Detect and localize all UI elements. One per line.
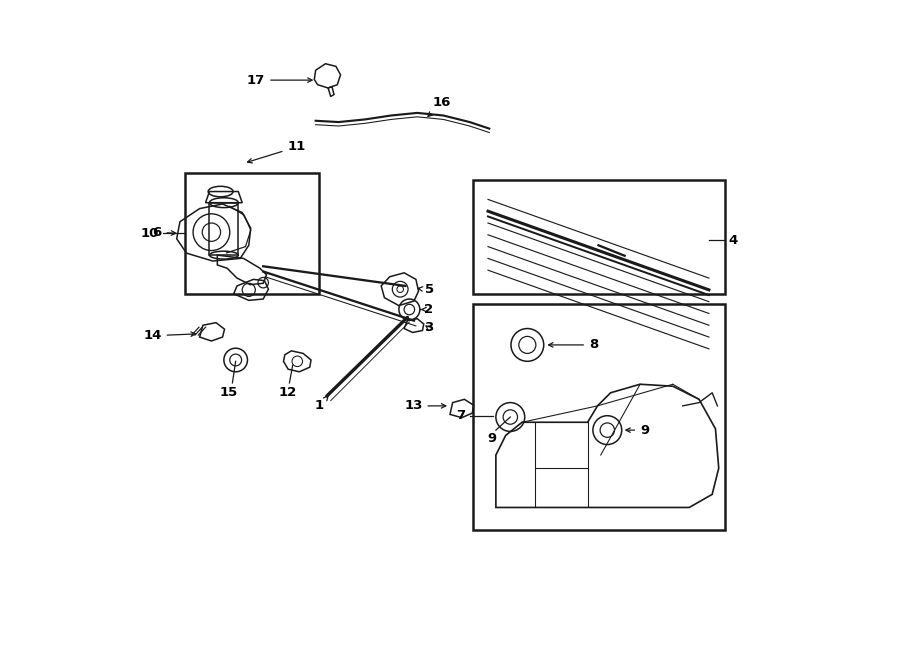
Bar bbox=[472, 180, 725, 294]
Text: 5: 5 bbox=[418, 284, 434, 296]
Text: 14: 14 bbox=[143, 329, 195, 342]
Bar bbox=[472, 304, 725, 530]
Text: 9: 9 bbox=[626, 424, 649, 437]
Text: 15: 15 bbox=[220, 386, 238, 399]
Text: 13: 13 bbox=[404, 399, 446, 412]
Text: 11: 11 bbox=[248, 141, 306, 163]
Text: 12: 12 bbox=[278, 386, 297, 399]
Text: 2: 2 bbox=[421, 303, 433, 316]
Text: 1: 1 bbox=[315, 395, 328, 412]
Text: 3: 3 bbox=[424, 321, 433, 334]
Text: 17: 17 bbox=[247, 73, 312, 87]
Text: 7: 7 bbox=[456, 409, 465, 422]
Text: 9: 9 bbox=[488, 432, 497, 445]
Text: 10: 10 bbox=[140, 227, 159, 240]
Bar bbox=[184, 173, 319, 294]
Text: 16: 16 bbox=[428, 96, 451, 116]
Text: 6: 6 bbox=[152, 225, 176, 239]
Text: 4: 4 bbox=[729, 233, 738, 247]
Text: 8: 8 bbox=[549, 338, 598, 352]
